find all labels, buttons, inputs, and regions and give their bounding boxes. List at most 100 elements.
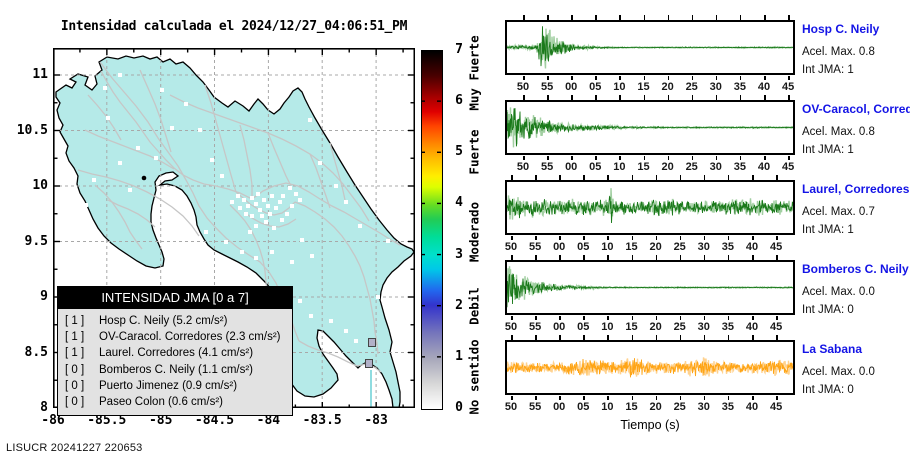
panel-x-tick-label: 35	[721, 241, 735, 253]
colorbar-tick-label: 6	[455, 93, 463, 109]
panel-x-tick-label: 00	[553, 401, 566, 413]
legend-item: [ 1 ] OV-Caracol. Corredores (2.3 cm/s²)	[65, 329, 287, 345]
panel-top-tick	[739, 15, 742, 20]
panel-bottom-tick	[559, 396, 561, 400]
x-tick-label: -84.5	[194, 413, 235, 428]
panel-x-tick-label: 30	[697, 401, 710, 413]
panel-top-tick	[511, 335, 513, 340]
panel-x-tick-label: 40	[745, 321, 759, 333]
panel-x-tick-label: 55	[528, 401, 542, 413]
panel-top-tick	[559, 175, 561, 180]
panel-bottom-tick	[715, 156, 718, 160]
panel-top-tick	[752, 175, 754, 180]
panel-top-tick	[511, 255, 513, 260]
y-tick-label: 10.5	[16, 122, 48, 138]
seismogram-panel	[505, 340, 795, 395]
acel-max-label: Acel. Max. 0.8	[802, 46, 875, 58]
legend-station-label: Bomberos C. Neily (1.1 cm/s²)	[99, 363, 254, 376]
panel-top-tick	[715, 15, 718, 20]
station-name: La Sabana	[802, 342, 863, 356]
panel-bottom-tick	[691, 156, 694, 160]
panel-top-tick	[727, 175, 730, 180]
panel-bottom-tick	[788, 156, 790, 160]
legend-station-label: OV-Caracol. Corredores (2.3 cm/s²)	[99, 331, 281, 344]
panel-top-tick	[752, 335, 754, 340]
panel-x-tick-label: 05	[577, 241, 590, 253]
legend-box: INTENSIDAD JMA [0 a 7] [ 1 ] Hosp C. Neil…	[57, 286, 293, 417]
panel-x-tick-label: 40	[745, 401, 759, 413]
panel-x-tick-label: 25	[673, 401, 686, 413]
panel-bottom-tick	[631, 316, 633, 320]
panel-top-tick	[583, 255, 585, 260]
town-dot	[141, 175, 147, 181]
time-axis-label: Tiempo (s)	[620, 418, 680, 432]
panel-x-tick-label: 00	[553, 321, 566, 333]
panel-bottom-tick	[583, 316, 585, 320]
y-tick-label: 8	[40, 400, 48, 415]
colorbar-category-label: Fuerte	[466, 129, 482, 175]
panel-top-tick	[679, 335, 682, 340]
panel-top-tick	[619, 95, 621, 100]
legend-intensity: [ 1 ]	[65, 331, 85, 344]
panel-bottom-tick	[727, 236, 730, 240]
panel-x-tick-label: 45	[781, 81, 795, 93]
panel-bottom-tick	[607, 396, 609, 400]
panel-top-tick	[595, 95, 597, 100]
panel-x-tick-label: 05	[577, 401, 590, 413]
waveform	[506, 188, 794, 224]
panel-top-tick	[691, 15, 694, 20]
panel-bottom-tick	[764, 76, 766, 80]
panel-bottom-tick	[535, 396, 537, 400]
panel-top-tick	[547, 95, 549, 100]
colorbar-tick-label: 5	[455, 144, 463, 160]
panel-bottom-tick	[715, 76, 718, 80]
panel-top-tick	[619, 15, 621, 20]
panel-top-tick	[643, 95, 645, 100]
panel-bottom-tick	[776, 236, 778, 240]
panel-x-tick-label: 15	[637, 161, 650, 173]
panel-x-tick-label: 10	[601, 241, 614, 253]
station-dots	[84, 73, 390, 348]
station-name: Laurel, Corredores	[802, 182, 910, 196]
panel-top-tick	[583, 175, 585, 180]
costa-rica-outline	[55, 55, 415, 408]
footer-credit: LISUCR 20241227 220653	[6, 442, 143, 454]
legend-item: [ 0 ] Puerto Jimenez (0.9 cm/s²)	[65, 378, 287, 394]
colorbar-category-label: Muy Fuerte	[466, 35, 482, 111]
colorbar-category-label: Debil	[466, 286, 482, 325]
legend-intensity: [ 1 ]	[65, 315, 85, 327]
panel-x-tick-label: 50	[516, 81, 530, 93]
panel-x-tick-label: 10	[613, 161, 626, 173]
acel-max-label: Acel. Max. 0.8	[802, 126, 875, 138]
panel-bottom-tick	[547, 76, 549, 80]
panel-x-tick-label: 15	[637, 81, 650, 93]
colorbar-tick-label: 7	[455, 42, 463, 57]
panel-bottom-tick	[703, 316, 706, 320]
station-name: OV-Caracol, Corredore	[802, 102, 910, 116]
panel-bottom-tick	[643, 76, 645, 80]
panel-x-tick-label: 35	[721, 321, 735, 333]
panel-bottom-tick	[727, 396, 730, 400]
seismogram-panel	[505, 180, 795, 235]
panel-bottom-tick	[571, 156, 573, 160]
panel-bottom-tick	[631, 236, 633, 240]
panel-bottom-tick	[739, 156, 742, 160]
panel-bottom-tick	[752, 316, 754, 320]
panel-top-tick	[703, 335, 706, 340]
panel-bottom-tick	[703, 396, 706, 400]
panel-x-tick-label: 10	[601, 401, 614, 413]
panel-x-tick-label: 55	[528, 321, 542, 333]
panel-bottom-tick	[535, 236, 537, 240]
panel-top-tick	[571, 15, 573, 20]
panel-top-tick	[776, 335, 778, 340]
panel-bottom-tick	[631, 396, 633, 400]
panel-top-tick	[764, 95, 766, 100]
panel-top-tick	[691, 95, 694, 100]
panel-top-tick	[655, 255, 658, 260]
panel-x-tick-label: 25	[673, 241, 686, 253]
waveform	[506, 107, 794, 148]
panel-bottom-tick	[776, 316, 778, 320]
panel-bottom-tick	[679, 236, 682, 240]
panel-x-tick-label: 25	[685, 81, 698, 93]
